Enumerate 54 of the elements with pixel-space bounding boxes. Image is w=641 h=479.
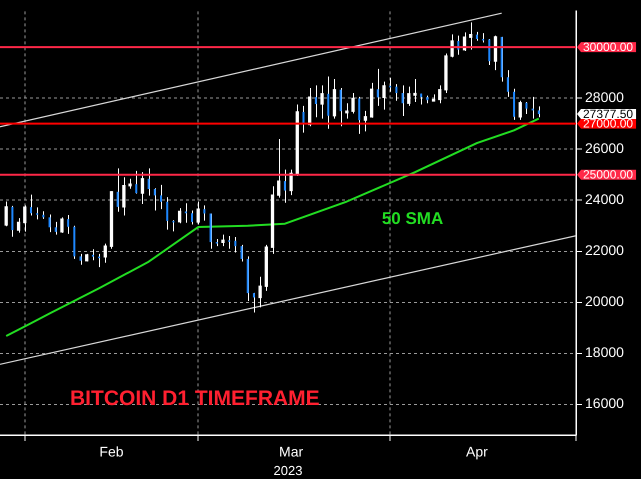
x-axis-title: 2023 [274,462,302,478]
candlestick [36,206,38,220]
candlestick [166,196,168,230]
candlestick [98,253,100,268]
candlestick [395,84,398,102]
candlestick [240,244,243,262]
y-tick-label: 26000 [585,140,624,156]
candlestick [314,84,317,118]
x-tick-label: Mar [279,443,304,460]
ref-line-label: 30000.00 [583,40,634,54]
candlestick [228,235,230,250]
text: BITCOIN D1 TIMEFRAME [70,387,320,410]
candlestick [538,106,540,118]
candlestick [116,168,119,212]
x-tick-label: Apr [466,443,488,460]
candlestick [420,93,422,106]
candlestick [191,210,193,225]
y-tick-label: 18000 [585,344,624,360]
candlestick [532,96,534,120]
candlestick [525,101,528,114]
candlestick [340,87,342,127]
y-tick-label: 28000 [585,89,624,106]
candlestick [154,188,156,211]
candlestick [252,292,255,314]
candlestick [234,236,236,254]
candlestick [135,170,138,194]
candlestick [210,213,212,250]
candlestick [11,205,14,238]
candlestick [54,221,57,236]
candlestick [67,214,70,234]
candlestick [376,68,379,106]
y-tick-label: 22000 [585,242,624,258]
candlestick [148,168,150,196]
candlestick [500,36,503,82]
candlestick [402,84,404,117]
candlestick [327,76,330,130]
x-tick-label: Feb [99,443,124,460]
candlestick [358,96,360,134]
candlestick [48,214,51,233]
candlestick [389,77,392,92]
candlestick [284,169,286,204]
y-tick-label: 20000 [585,293,624,310]
y-tick-label: 16000 [585,395,624,412]
candlestick [160,184,162,210]
candlestick [172,220,174,232]
candlestick [203,204,206,222]
candlestick [246,256,249,302]
candlestick [482,32,484,44]
candlestick [506,70,509,98]
candlestick [80,253,82,266]
candlestick [30,194,32,216]
y-tick-label: 24000 [585,191,624,208]
series-label: 50 SMA [382,209,444,228]
ref-line-label: 25000.00 [583,168,634,182]
